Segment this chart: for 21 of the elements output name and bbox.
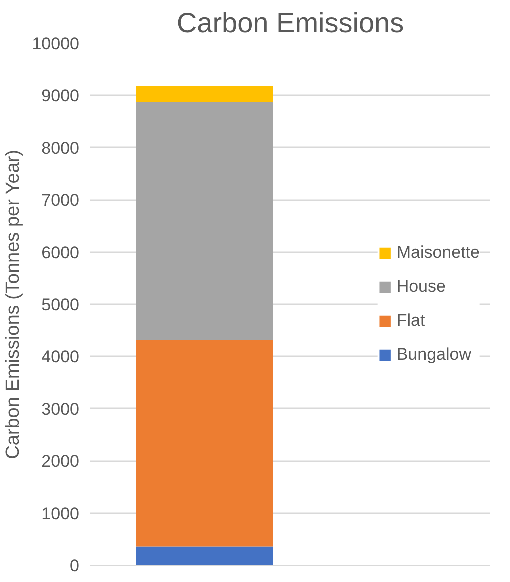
y-tick-label: 2000 [42,452,80,472]
legend-label: Bungalow [396,345,472,365]
y-tick-label: 6000 [42,243,80,262]
bar [136,102,274,340]
y-tick-label: 3000 [42,400,80,419]
y-tick-label: 9000 [42,86,80,106]
y-tick-label: 8000 [42,138,80,158]
legend-label: House [396,277,446,297]
bar [136,546,274,566]
bar [136,86,274,102]
bar [136,340,274,547]
y-axis-title: Carbon Emissions (Tonnes per Year) [3,150,24,460]
y-tick-label: 5000 [42,296,80,314]
y-tick-label: 7000 [42,191,80,210]
y-tick-label: 1000 [42,504,80,524]
y-tick-label: 4000 [42,348,80,367]
legend-label: Maisonette [396,243,480,263]
legend-label: Flat [396,311,426,331]
chart-title: Carbon Emissions [176,8,404,38]
y-tick-label: 10000 [32,34,80,54]
y-tick-label: 0 [70,556,80,576]
